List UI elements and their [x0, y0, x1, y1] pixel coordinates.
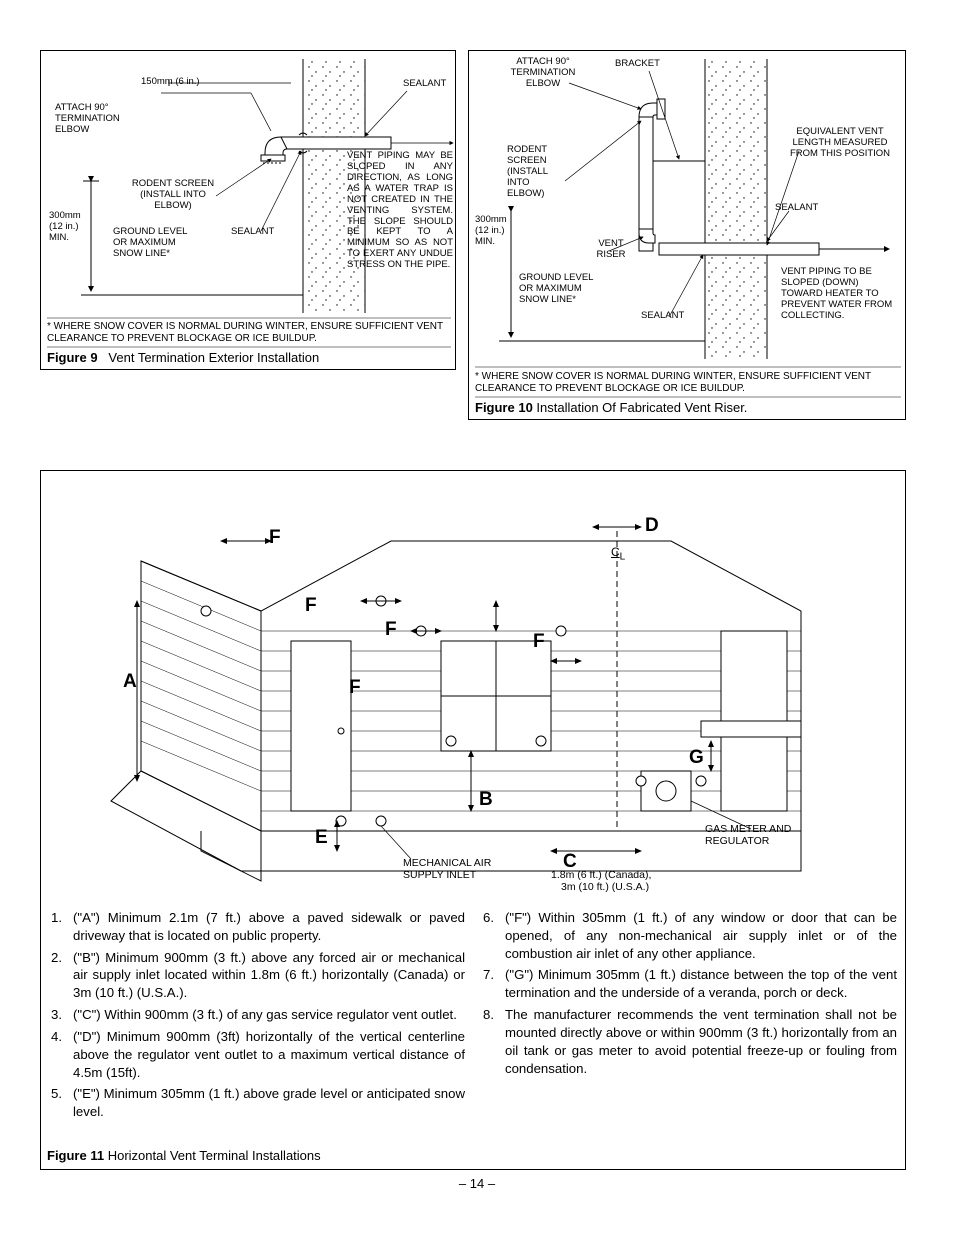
mech-air-label: MECHANICAL AIR SUPPLY INLET	[403, 857, 503, 881]
note-text: The manufacturer recommends the vent ter…	[505, 1006, 897, 1077]
letter-F4: F	[533, 631, 545, 653]
note-item: 8.The manufacturer recommends the vent t…	[483, 1006, 897, 1077]
notes-right-col: 6.("F") Within 305mm (1 ft.) of any wind…	[483, 909, 897, 1125]
fig10-snow-note: * WHERE SNOW COVER IS NORMAL DURING WINT…	[475, 371, 901, 395]
fig9-caption: Figure 9 Vent Termination Exterior Insta…	[47, 350, 319, 365]
fig11-caption-num: Figure 11	[47, 1148, 104, 1163]
note-text: ("B") Minimum 900mm (3 ft.) above any fo…	[73, 949, 465, 1002]
note-text: ("F") Within 305mm (1 ft.) of any window…	[505, 909, 897, 962]
gas-meter-label: GAS METER AND REGULATOR	[705, 823, 815, 847]
centerline-label: CL	[611, 545, 625, 562]
note-text: ("A") Minimum 2.1m (7 ft.) above a paved…	[73, 909, 465, 945]
fig10-equiv: EQUIVALENT VENT LENGTH MEASURED FROM THI…	[785, 127, 895, 160]
fig9-sealant-l: SEALANT	[231, 227, 274, 238]
fig10-caption-text: Installation Of Fabricated Vent Riser.	[536, 400, 747, 415]
note-text: ("E") Minimum 305mm (1 ft.) above grade …	[73, 1085, 465, 1121]
fig10-sealant2: SEALANT	[641, 311, 684, 322]
fig9-300mm: 300mm (12 in.) MIN.	[49, 211, 89, 244]
figure-10-diagram	[469, 51, 907, 421]
note-item: 7.("G") Minimum 305mm (1 ft.) distance b…	[483, 966, 897, 1002]
note-text: ("D") Minimum 900mm (3ft) horizontally o…	[73, 1028, 465, 1081]
note-number: 8.	[483, 1006, 505, 1077]
fig11-notes: 1.("A") Minimum 2.1m (7 ft.) above a pav…	[41, 909, 907, 1125]
note-item: 5.("E") Minimum 305mm (1 ft.) above grad…	[51, 1085, 465, 1121]
note-item: 1.("A") Minimum 2.1m (7 ft.) above a pav…	[51, 909, 465, 945]
letter-F3: F	[385, 619, 397, 641]
fig9-caption-num: Figure 9	[47, 350, 98, 365]
fig9-snow-note: * WHERE SNOW COVER IS NORMAL DURING WINT…	[47, 321, 451, 345]
fig9-vent-pipe-note: VENT PIPING MAY BE SLOPED IN ANY DIRECTI…	[347, 151, 453, 271]
note-item: 2.("B") Minimum 900mm (3 ft.) above any …	[51, 949, 465, 1002]
fig10-attach-elbow: ATTACH 90° TERMINATION ELBOW	[503, 57, 583, 90]
fig9-caption-text: Vent Termination Exterior Installation	[108, 350, 319, 365]
fig9-attach-elbow: ATTACH 90° TERMINATION ELBOW	[55, 103, 135, 136]
note-text: ("C") Within 900mm (3 ft.) of any gas se…	[73, 1006, 465, 1024]
notes-left-col: 1.("A") Minimum 2.1m (7 ft.) above a pav…	[51, 909, 465, 1125]
fig9-sealant-t: SEALANT	[403, 79, 446, 90]
letter-E: E	[315, 827, 328, 849]
dist-canada: 1.8m (6 ft.) (Canada),	[551, 869, 651, 881]
letter-A: A	[123, 671, 137, 693]
figure-11: A B C D E F F F F F G CL MECHANICAL AIR …	[40, 470, 906, 1170]
fig9-ground: GROUND LEVEL OR MAXIMUM SNOW LINE*	[113, 227, 203, 260]
fig10-rodent: RODENT SCREEN (INSTALL INTO ELBOW)	[507, 145, 567, 200]
letter-F2: F	[305, 595, 317, 617]
page-number: – 14 –	[40, 1176, 914, 1191]
fig9-150mm: 150mm (6 in.)	[141, 77, 200, 88]
fig10-riser: VENT RISER	[591, 239, 631, 261]
note-number: 2.	[51, 949, 73, 1002]
letter-D: D	[645, 515, 659, 537]
fig10-slope: VENT PIPING TO BE SLOPED (DOWN) TOWARD H…	[781, 267, 899, 322]
note-item: 4.("D") Minimum 900mm (3ft) horizontally…	[51, 1028, 465, 1081]
fig10-bracket: BRACKET	[615, 59, 660, 70]
note-item: 6.("F") Within 305mm (1 ft.) of any wind…	[483, 909, 897, 962]
letter-F1: F	[269, 527, 281, 549]
fig10-caption: Figure 10 Installation Of Fabricated Ven…	[475, 400, 747, 415]
figure-9: 150mm (6 in.) ATTACH 90° TERMINATION ELB…	[40, 50, 456, 370]
figure-10: ATTACH 90° TERMINATION ELBOW BRACKET ROD…	[468, 50, 906, 420]
note-number: 5.	[51, 1085, 73, 1121]
fig11-caption: Figure 11 Horizontal Vent Terminal Insta…	[47, 1148, 321, 1163]
dist-usa: 3m (10 ft.) (U.S.A.)	[561, 881, 649, 893]
note-number: 7.	[483, 966, 505, 1002]
note-text: ("G") Minimum 305mm (1 ft.) distance bet…	[505, 966, 897, 1002]
fig10-sealant1: SEALANT	[775, 203, 818, 214]
fig9-rodent: RODENT SCREEN (INSTALL INTO ELBOW)	[123, 179, 223, 212]
note-number: 4.	[51, 1028, 73, 1081]
fig10-300mm: 300mm (12 in.) MIN.	[475, 215, 515, 248]
note-number: 3.	[51, 1006, 73, 1024]
note-number: 1.	[51, 909, 73, 945]
top-figures-row: 150mm (6 in.) ATTACH 90° TERMINATION ELB…	[40, 50, 914, 420]
letter-F5: F	[349, 677, 361, 699]
letter-G: G	[689, 747, 704, 769]
fig11-caption-text: Horizontal Vent Terminal Installations	[108, 1148, 321, 1163]
letter-B: B	[479, 789, 493, 811]
fig10-caption-num: Figure 10	[475, 400, 533, 415]
fig10-ground: GROUND LEVEL OR MAXIMUM SNOW LINE*	[519, 273, 609, 306]
page: 150mm (6 in.) ATTACH 90° TERMINATION ELB…	[0, 0, 954, 1211]
note-item: 3.("C") Within 900mm (3 ft.) of any gas …	[51, 1006, 465, 1024]
note-number: 6.	[483, 909, 505, 962]
